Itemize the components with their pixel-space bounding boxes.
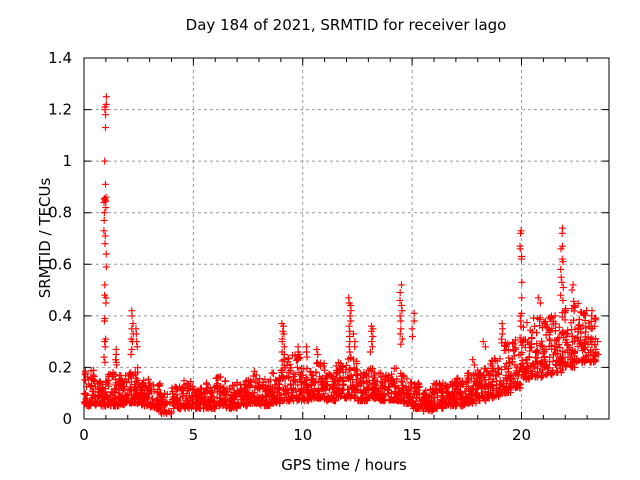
plot-border-and-ticks bbox=[83, 57, 610, 420]
x-tick-label-5: 5 bbox=[189, 426, 199, 444]
x-tick-label-10: 10 bbox=[293, 426, 312, 444]
y-tick-label-1.2: 1.2 bbox=[48, 101, 72, 119]
y-tick-label-0.8: 0.8 bbox=[48, 204, 72, 222]
y-tick-label-0.2: 0.2 bbox=[48, 358, 72, 376]
scatter-points bbox=[80, 93, 602, 418]
x-tick-label-15: 15 bbox=[403, 426, 422, 444]
x-tick-label-0: 0 bbox=[79, 426, 89, 444]
y-tick-label-0.6: 0.6 bbox=[48, 255, 72, 273]
y-tick-label-1: 1 bbox=[62, 152, 72, 170]
x-axis-label: GPS time / hours bbox=[281, 456, 407, 474]
axis-ticks bbox=[83, 57, 609, 420]
grid-lines bbox=[84, 58, 609, 419]
x-tick-labels: 0 5 10 15 20 bbox=[79, 426, 531, 444]
y-tick-label-0: 0 bbox=[62, 410, 72, 428]
y-tick-label-1.4: 1.4 bbox=[48, 49, 72, 67]
y-tick-label-0.4: 0.4 bbox=[48, 307, 72, 325]
x-tick-label-20: 20 bbox=[512, 426, 531, 444]
y-tick-labels: 0 0.2 0.4 0.6 0.8 1 1.2 1.4 bbox=[48, 49, 72, 428]
y-axis-label: SRMTID / TECUs bbox=[36, 178, 54, 299]
chart-title: Day 184 of 2021, SRMTID for receiver lag… bbox=[186, 16, 507, 34]
